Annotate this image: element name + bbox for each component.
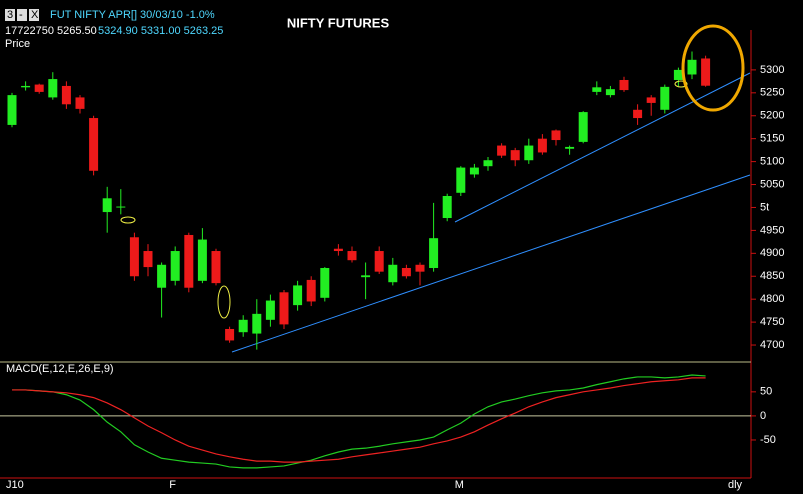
indicator-title: MACD(E,12,E,26,E,9) <box>6 363 114 375</box>
button-label[interactable]: - <box>19 9 23 21</box>
candle-body <box>374 251 384 272</box>
x-tick-label: J10 <box>6 479 24 491</box>
candle-body <box>497 145 507 156</box>
candle-body <box>701 58 711 86</box>
y-tick-label: 5150 <box>760 133 784 145</box>
candle-body <box>660 86 670 110</box>
symbol-line: FUT NIFTY APR[] 30/03/10 -1.0% <box>50 9 215 21</box>
indicator-line <box>12 377 706 463</box>
y-tick-label: 5300 <box>760 64 784 76</box>
candle-body <box>415 264 425 272</box>
candle-body <box>252 313 262 334</box>
candle-body <box>565 146 575 149</box>
candle-body <box>524 145 534 161</box>
candle-body <box>61 85 71 105</box>
y-tick-label: 4950 <box>760 224 784 236</box>
highlight-ellipse <box>681 24 745 112</box>
candle-body <box>592 87 602 92</box>
candle-body <box>21 85 31 88</box>
candle-body <box>483 160 493 167</box>
annotation-ellipse <box>217 285 231 319</box>
button[interactable] <box>5 9 15 21</box>
button-label[interactable]: 3 <box>7 9 13 21</box>
candle-body <box>225 328 235 341</box>
y-tick-label: 4750 <box>760 316 784 328</box>
candle-body <box>673 69 683 80</box>
y-tick-label: 4850 <box>760 270 784 282</box>
candle-body <box>578 112 588 142</box>
candle-body <box>238 319 248 333</box>
y-tick-label: 0 <box>760 410 766 422</box>
candle-body <box>197 239 207 281</box>
x-tick-label: F <box>169 479 176 491</box>
candle-body <box>456 167 466 193</box>
candle-body <box>361 275 371 278</box>
candle-body <box>619 79 629 91</box>
trend-line <box>454 72 751 223</box>
candle-body <box>75 97 85 109</box>
period-label: dly <box>728 479 743 491</box>
quote-line: 17722750 5265.50 <box>5 25 97 37</box>
candle-body <box>388 264 398 283</box>
trend-line <box>231 174 751 353</box>
candle-body <box>293 285 303 306</box>
button[interactable] <box>29 9 39 21</box>
y-tick-label: 5200 <box>760 110 784 122</box>
chart-title: NIFTY FUTURES <box>287 15 390 30</box>
annotation-ellipse <box>674 80 688 88</box>
candle-body <box>510 150 520 161</box>
candle-body <box>89 118 99 171</box>
candle-body <box>429 238 439 268</box>
candle-body <box>211 251 221 284</box>
candle-body <box>184 234 194 288</box>
candle-body <box>646 97 656 103</box>
candle-body <box>442 196 452 219</box>
candle-body <box>157 264 167 288</box>
candle-body <box>401 267 411 277</box>
candle-body <box>170 251 180 281</box>
y-tick-label: 50 <box>760 386 772 398</box>
y-tick-label: 5100 <box>760 156 784 168</box>
candle-body <box>633 109 643 119</box>
y-tick-label: 5250 <box>760 87 784 99</box>
candle-body <box>333 248 343 252</box>
candle-body <box>265 300 275 320</box>
y-tick-label: 4900 <box>760 247 784 259</box>
y-tick-label: 5050 <box>760 178 784 190</box>
candle-body <box>48 79 58 98</box>
y-tick-label: 5t <box>760 201 769 213</box>
candle-body <box>143 251 153 268</box>
button-label[interactable]: X <box>31 9 39 21</box>
candle-body <box>469 167 479 175</box>
candle-body <box>605 89 615 96</box>
candle-body <box>102 198 112 213</box>
ohl-line: 5324.90 5331.00 5263.25 <box>98 25 223 37</box>
candle-body <box>347 251 357 261</box>
button[interactable] <box>17 9 27 21</box>
annotation-ellipse <box>120 216 136 224</box>
y-tick-label: 4700 <box>760 339 784 351</box>
candle-body <box>320 267 330 298</box>
candle-body <box>34 84 44 92</box>
indicator-line <box>12 374 706 469</box>
candle-body <box>7 95 17 125</box>
y-tick-label: -50 <box>760 434 776 446</box>
y-tick-label: 4800 <box>760 293 784 305</box>
x-tick-label: M <box>455 479 464 491</box>
candle-body <box>687 59 697 75</box>
candle-body <box>129 237 139 277</box>
candle-body <box>537 138 547 153</box>
candle-body <box>551 130 561 141</box>
candle-body <box>279 292 289 325</box>
candle-body <box>116 206 126 208</box>
candle-body <box>306 279 316 302</box>
panel-label: Price <box>5 38 30 50</box>
